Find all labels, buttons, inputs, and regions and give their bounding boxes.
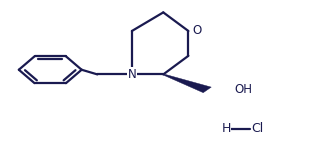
Text: N: N: [127, 68, 136, 81]
Text: Cl: Cl: [251, 122, 264, 135]
Polygon shape: [163, 74, 211, 93]
Text: H: H: [221, 122, 231, 135]
Text: OH: OH: [234, 83, 252, 96]
Text: O: O: [192, 24, 202, 38]
